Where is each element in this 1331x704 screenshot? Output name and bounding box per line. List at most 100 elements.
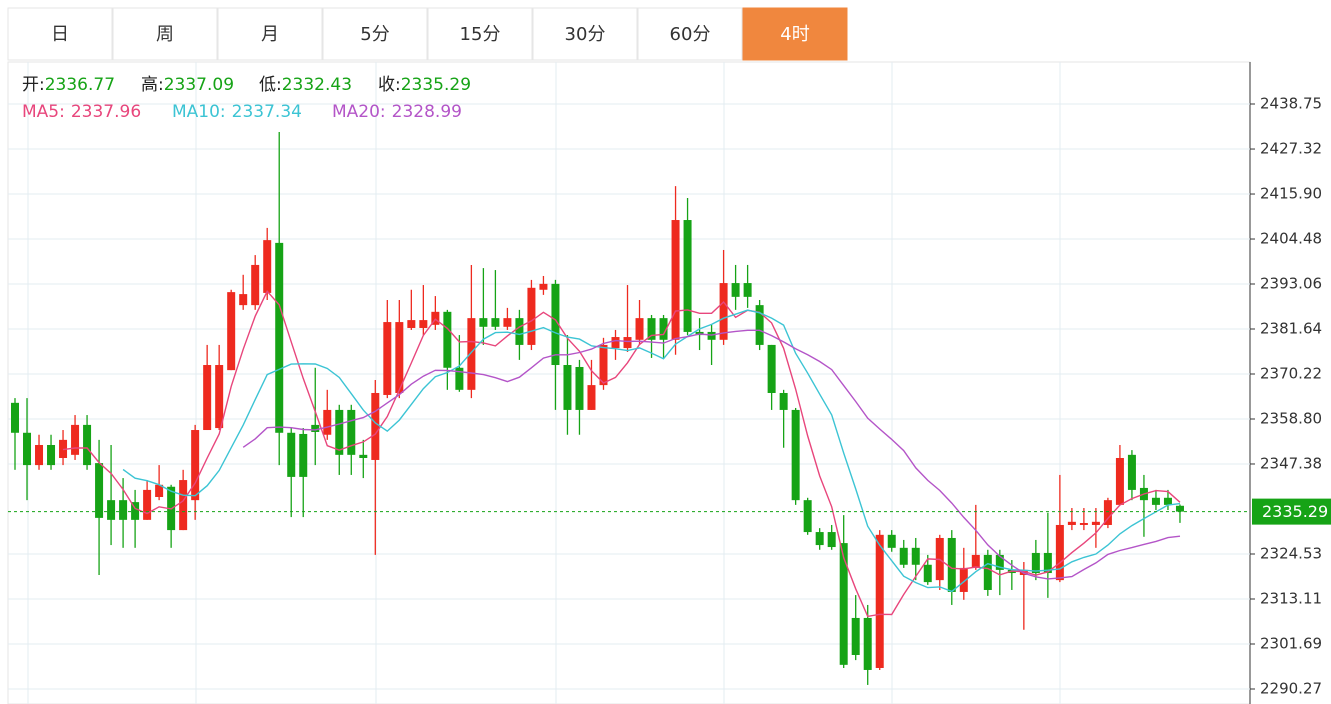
y-tick-label: 2404.48: [1260, 230, 1322, 248]
y-tick-label: 2415.90: [1260, 185, 1322, 203]
candle-body: [515, 318, 524, 345]
tab[interactable]: 日: [7, 7, 113, 61]
ma-info-name: MA20:: [332, 102, 386, 122]
candle-body: [47, 444, 56, 466]
candle-body: [779, 392, 788, 410]
candle-body: [287, 432, 296, 477]
candle-body: [563, 365, 572, 410]
y-tick-label: 2427.32: [1260, 140, 1322, 158]
ohlc-info-value: 2336.77: [45, 75, 115, 95]
ma-info-value: 2337.34: [232, 102, 302, 122]
tab[interactable]: 周: [112, 7, 218, 61]
candle-body: [335, 409, 344, 455]
ma-line: [122, 309, 1181, 593]
ma-line: [242, 329, 1181, 580]
tab[interactable]: 60分: [637, 7, 743, 61]
tab[interactable]: 4时: [742, 7, 848, 61]
candle-body: [179, 480, 188, 531]
candle-body: [1091, 521, 1100, 525]
candle-body: [827, 532, 836, 548]
candle-body: [839, 543, 848, 665]
tab[interactable]: 15分: [427, 7, 533, 61]
candle-body: [119, 500, 128, 520]
tab[interactable]: 月: [217, 7, 323, 61]
tab-label: 30分: [565, 24, 606, 45]
candle-body: [455, 367, 464, 390]
tab-bg: [637, 7, 743, 61]
candle-body: [443, 311, 452, 368]
candle-body: [887, 534, 896, 548]
candle-body: [131, 502, 140, 520]
tab-label: 月: [261, 24, 279, 45]
ohlc-info-label: 开:: [22, 75, 45, 95]
candle-body: [623, 337, 632, 349]
candle-body: [1067, 521, 1076, 525]
candle-body: [503, 318, 512, 327]
candle-body: [1175, 505, 1184, 512]
plot-frame: [7, 61, 1251, 704]
candle-body: [911, 547, 920, 565]
y-tick-label: 2393.06: [1260, 275, 1322, 293]
candle-body: [275, 242, 284, 433]
candle-body: [239, 294, 248, 306]
candle-body: [803, 500, 812, 533]
candle-body: [383, 322, 392, 395]
tab-label: 周: [156, 24, 174, 45]
candle-body: [419, 320, 428, 328]
candle-body: [359, 454, 368, 458]
candle-body: [1115, 457, 1124, 505]
candle-body: [407, 320, 416, 328]
candle-body: [863, 617, 872, 670]
candle-body: [35, 444, 44, 466]
y-tick-label: 2381.64: [1260, 320, 1322, 338]
tab[interactable]: 5分: [322, 7, 428, 61]
candle-body: [767, 344, 776, 393]
y-tick-label: 2290.27: [1260, 679, 1322, 697]
candle-body: [371, 392, 380, 460]
tab-bg: [742, 7, 848, 61]
candle-body: [575, 366, 584, 410]
candle-body: [251, 264, 260, 306]
candle-body: [971, 554, 980, 568]
candle-body: [83, 424, 92, 466]
ohlc-info-label: 低:: [259, 75, 282, 95]
candle-body: [107, 500, 116, 520]
candle-body: [1043, 552, 1052, 574]
candle-body: [1031, 552, 1040, 574]
y-tick-label: 2347.38: [1260, 454, 1322, 472]
candle-body: [1079, 523, 1088, 525]
candle-body: [431, 311, 440, 325]
candle-body: [707, 331, 716, 340]
ohlc-info-value: 2332.43: [282, 75, 352, 95]
candle-body: [635, 318, 644, 340]
tab-bg: [532, 7, 638, 61]
tab[interactable]: 30分: [532, 7, 638, 61]
tab-bg: [112, 7, 218, 61]
candle-body: [539, 283, 548, 290]
tab-label: 5分: [360, 24, 389, 45]
candle-body: [95, 463, 104, 518]
ohlc-info-value: 2337.09: [164, 75, 234, 95]
candle-body: [851, 617, 860, 655]
candle-body: [1151, 497, 1160, 505]
candle-body: [1163, 497, 1172, 505]
candle-body: [11, 402, 19, 433]
candle-body: [71, 424, 80, 455]
current-price-label: 2335.29: [1262, 502, 1328, 521]
candle-body: [143, 489, 152, 520]
ohlc-info: 开:2336.77 高:2337.09 低:2332.43 收:2335.29: [22, 75, 471, 95]
candle-body: [815, 532, 824, 546]
candle-body: [599, 344, 608, 386]
candle-body: [959, 567, 968, 592]
ma-info-value: 2328.99: [392, 102, 462, 122]
tab-bg: [7, 7, 113, 61]
candle-body: [227, 292, 236, 371]
candle-body: [395, 322, 404, 393]
candle-body: [791, 409, 800, 501]
candle-body: [755, 305, 764, 345]
ohlc-info-value: 2335.29: [401, 75, 471, 95]
y-tick-label: 2301.69: [1260, 634, 1322, 652]
candle-body: [947, 537, 956, 592]
candle-body: [479, 318, 488, 327]
tab-bg: [322, 7, 428, 61]
